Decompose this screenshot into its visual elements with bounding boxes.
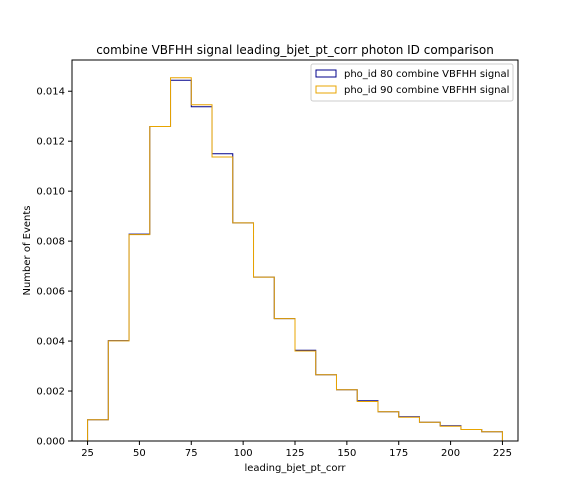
legend-label-1: pho_id 90 combine VBFHH signal xyxy=(344,85,509,96)
legend-label-0: pho_id 80 combine VBFHH signal xyxy=(344,69,509,80)
y-tick-label: 0.014 xyxy=(36,87,65,98)
legend-swatch-1 xyxy=(315,85,337,94)
x-tick-label: 150 xyxy=(337,448,356,459)
x-axis-label: leading_bjet_pt_corr xyxy=(244,463,346,474)
plot-frame xyxy=(71,59,519,442)
x-tick-label: 25 xyxy=(81,448,94,459)
chart-title: combine VBFHH signal leading_bjet_pt_cor… xyxy=(96,43,494,57)
x-tick-label: 200 xyxy=(441,448,460,459)
x-tick-label: 75 xyxy=(185,448,198,459)
legend: pho_id 80 combine VBFHH signal pho_id 90 … xyxy=(310,63,514,102)
x-axis: 25 50 75 100 125 150 175 200 225 xyxy=(81,441,512,459)
x-tick-label: 125 xyxy=(285,448,304,459)
y-tick-label: 0.002 xyxy=(36,387,65,398)
y-axis-label: Number of Events xyxy=(22,205,33,295)
x-tick-label: 100 xyxy=(234,448,253,459)
histogram-series-1 xyxy=(87,77,503,441)
x-tick-label: 175 xyxy=(389,448,408,459)
legend-swatch-0 xyxy=(315,69,337,78)
y-tick-label: 0.010 xyxy=(36,187,65,198)
y-tick-label: 0.006 xyxy=(36,287,65,298)
x-tick-label: 50 xyxy=(133,448,146,459)
x-tick-label: 225 xyxy=(493,448,512,459)
y-tick-label: 0.012 xyxy=(36,137,65,148)
y-tick-label: 0.008 xyxy=(36,237,65,248)
legend-box xyxy=(310,63,514,102)
y-axis: 0.000 0.002 0.004 0.006 0.008 0.010 0.012 0.014 xyxy=(36,87,72,448)
y-tick-label: 0.000 xyxy=(36,437,65,448)
y-tick-label: 0.004 xyxy=(36,337,65,348)
series-layer xyxy=(87,77,503,441)
